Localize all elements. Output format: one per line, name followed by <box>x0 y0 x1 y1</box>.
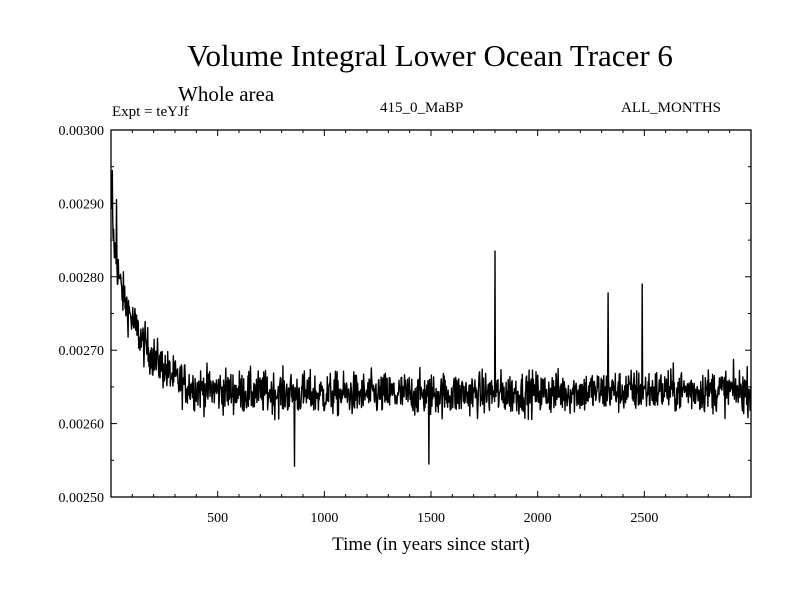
data-series-line <box>110 169 752 467</box>
experiment-label: Expt = teYJf <box>112 104 189 120</box>
y-tick-label: 0.00270 <box>59 344 105 359</box>
x-tick-label: 2000 <box>524 511 552 526</box>
plot-frame <box>110 129 752 498</box>
x-tick-label: 500 <box>207 511 228 526</box>
y-tick-label: 0.00250 <box>59 491 105 506</box>
y-tick-label: 0.00300 <box>59 124 105 139</box>
y-axis: 0.00250 0.00260 0.00270 0.00280 0.00290 0.003… <box>59 124 751 506</box>
chart-subtitle: Whole area <box>178 82 275 106</box>
y-tick-label: 0.00280 <box>59 271 105 286</box>
y-tick-label: 0.00260 <box>59 418 105 433</box>
x-tick-label: 1000 <box>310 511 338 526</box>
x-tick-label: 1500 <box>417 511 445 526</box>
x-axis: 500 1000 1500 2000 2500 <box>131 130 731 526</box>
y-tick-label: 0.00290 <box>59 197 105 212</box>
run-label: 415_0_MaBP <box>380 100 464 116</box>
x-tick-label: 2500 <box>630 511 658 526</box>
x-axis-label: Time (in years since start) <box>332 534 530 555</box>
period-label: ALL_MONTHS <box>621 100 721 116</box>
chart-title: Volume Integral Lower Ocean Tracer 6 <box>187 38 673 73</box>
